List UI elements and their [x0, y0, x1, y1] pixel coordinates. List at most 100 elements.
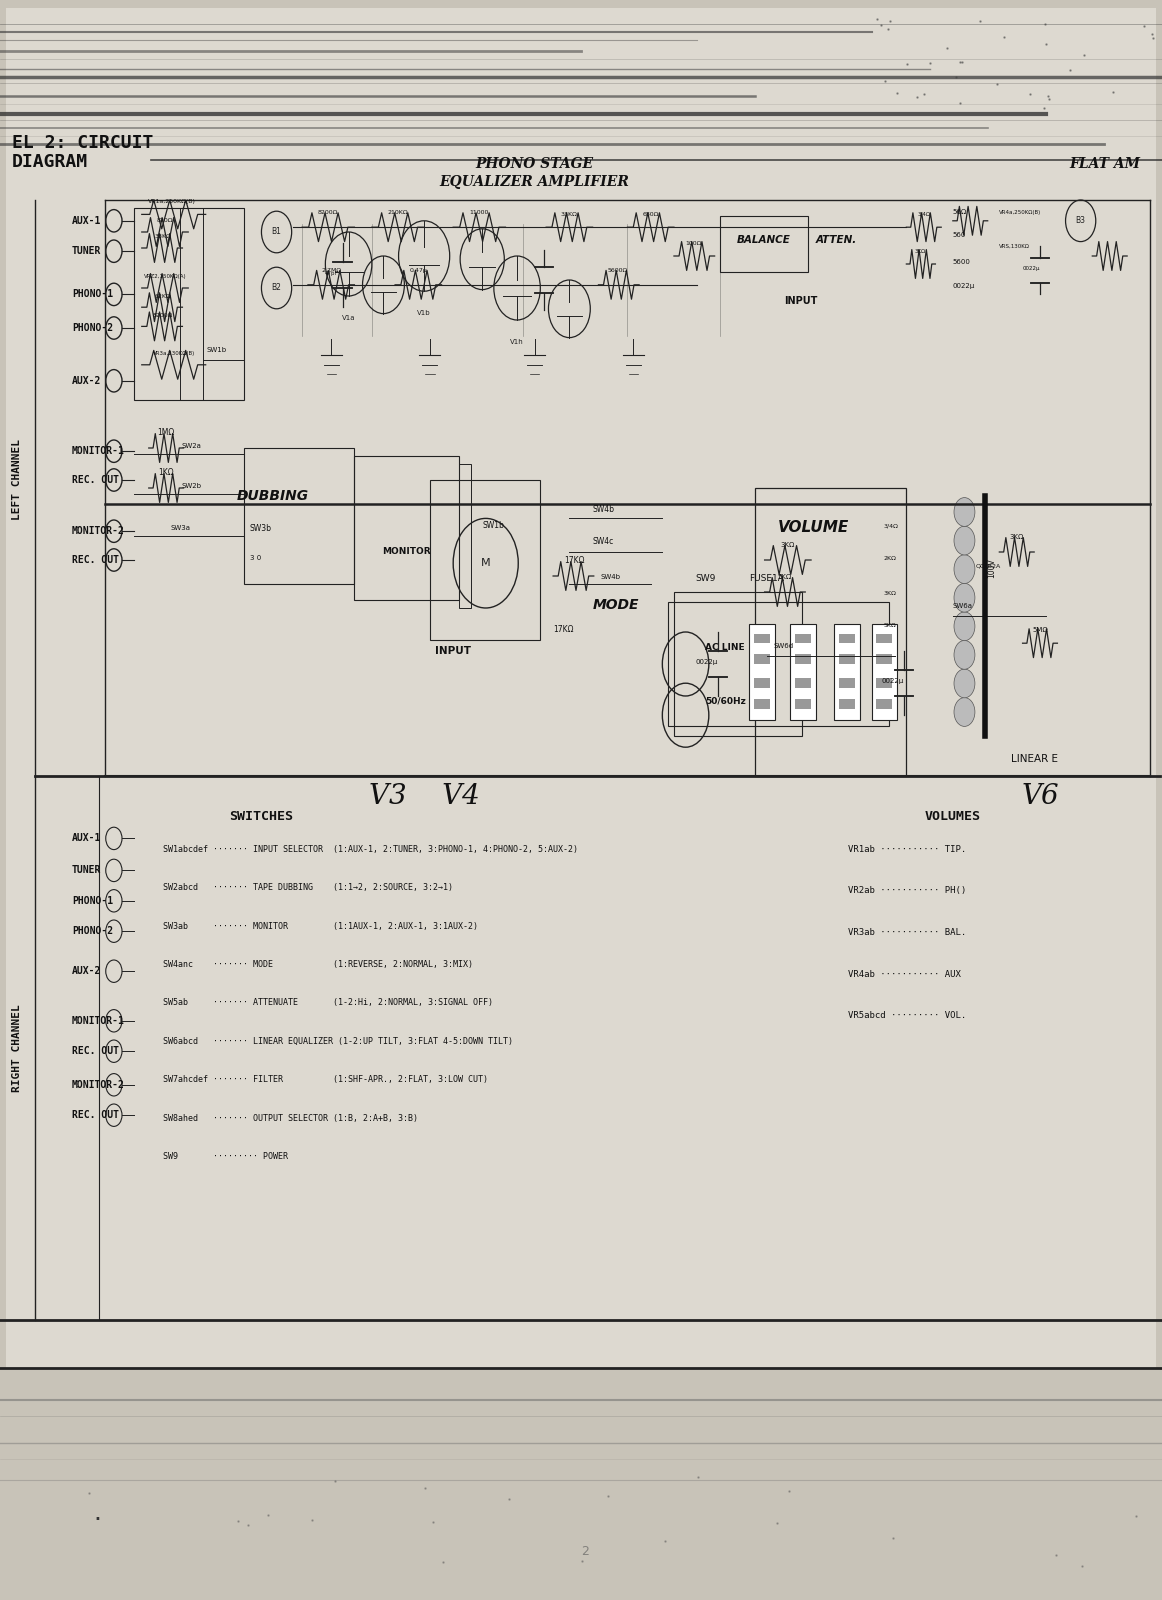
Text: B1: B1 [272, 227, 281, 237]
Text: M: M [481, 558, 490, 568]
Text: DUBBING: DUBBING [237, 490, 309, 502]
Text: SW3ab     ······· MONITOR         (1:1AUX-1, 2:AUX-1, 3:1AUX-2): SW3ab ······· MONITOR (1:1AUX-1, 2:AUX-1… [163, 922, 478, 931]
Text: 3KΩ: 3KΩ [781, 542, 795, 549]
Text: SW2abcd   ······· TAPE DUBBING    (1:1→2, 2:SOURCE, 3:2→1): SW2abcd ······· TAPE DUBBING (1:1→2, 2:S… [163, 883, 453, 893]
Text: AUX-2: AUX-2 [72, 966, 101, 976]
Text: SW7ahcdef ······· FILTER          (1:SHF-APR., 2:FLAT, 3:LOW CUT): SW7ahcdef ······· FILTER (1:SHF-APR., 2:… [163, 1075, 488, 1085]
Text: DIAGRAM: DIAGRAM [12, 154, 88, 171]
Text: RIGHT CHANNEL: RIGHT CHANNEL [13, 1005, 22, 1091]
Bar [790, 624, 816, 720]
Text: SW2a: SW2a [181, 443, 202, 450]
Text: Q00B2A: Q00B2A [976, 565, 1002, 570]
Text: PHONO STAGE: PHONO STAGE [475, 157, 594, 171]
Text: SW4b: SW4b [593, 506, 615, 514]
Bar [839, 699, 855, 709]
Text: V6: V6 [1021, 784, 1059, 810]
Text: EL 2: CIRCUIT: EL 2: CIRCUIT [12, 134, 153, 152]
Bar [795, 678, 811, 688]
Text: MONITOR-1: MONITOR-1 [72, 446, 125, 456]
Text: AC LINE: AC LINE [705, 643, 745, 651]
Bar [754, 678, 770, 688]
Text: LEFT CHANNEL: LEFT CHANNEL [13, 440, 22, 520]
Text: 3KΩ: 3KΩ [914, 248, 926, 254]
Text: VR3ab ··········· BAL.: VR3ab ··········· BAL. [848, 928, 967, 938]
Text: VRZ2,150KΩ(A): VRZ2,150KΩ(A) [144, 275, 186, 280]
Circle shape [954, 584, 975, 613]
Text: SW9: SW9 [695, 574, 716, 582]
Text: 17KΩ: 17KΩ [553, 626, 574, 634]
Text: LINEAR E: LINEAR E [1011, 754, 1057, 763]
Text: SW8ahed   ······· OUTPUT SELECTOR (1:B, 2:A+B, 3:B): SW8ahed ······· OUTPUT SELECTOR (1:B, 2:… [163, 1114, 417, 1123]
Text: 2.7MΩ: 2.7MΩ [321, 267, 342, 274]
Text: PHONO-2: PHONO-2 [72, 323, 113, 333]
Text: 0022μ: 0022μ [881, 678, 904, 685]
Text: SWITCHES: SWITCHES [229, 810, 294, 822]
Text: REC. OUT: REC. OUT [72, 555, 119, 565]
Bar [668, 602, 889, 726]
Text: SW1abcdef ······· INPUT SELECTOR  (1:AUX-1, 2:TUNER, 3:PHONO-1, 4:PHONO-2, 5:AUX: SW1abcdef ······· INPUT SELECTOR (1:AUX-… [163, 845, 578, 854]
Text: 100Ω: 100Ω [686, 240, 702, 246]
Bar [795, 634, 811, 643]
Text: FUSE1A: FUSE1A [749, 574, 784, 582]
Circle shape [954, 611, 975, 640]
Text: 820Ω: 820Ω [157, 219, 173, 224]
Text: ATTEN.: ATTEN. [816, 235, 858, 245]
Text: SW4anc    ······· MODE            (1:REVERSE, 2:NORMAL, 3:MIX): SW4anc ······· MODE (1:REVERSE, 2:NORMAL… [163, 960, 473, 970]
Text: VOLUME: VOLUME [777, 520, 849, 536]
Text: TUNER: TUNER [72, 866, 101, 875]
Bar [755, 488, 906, 776]
Circle shape [954, 526, 975, 555]
Text: MONITOR-2: MONITOR-2 [72, 526, 125, 536]
Text: 1KΩ: 1KΩ [158, 469, 174, 477]
Bar [674, 592, 802, 736]
Text: 33KΩ: 33KΩ [155, 235, 171, 240]
Text: 3 0: 3 0 [250, 555, 261, 562]
Text: VR1ab ··········· TIP.: VR1ab ··········· TIP. [848, 845, 967, 854]
Text: REC. OUT: REC. OUT [72, 1110, 119, 1120]
Text: BALANCE: BALANCE [737, 235, 790, 245]
Bar [754, 699, 770, 709]
Text: V3    V4: V3 V4 [368, 784, 480, 810]
Bar [839, 654, 855, 664]
Text: 0022μ: 0022μ [1023, 267, 1041, 272]
Text: SW3b: SW3b [250, 525, 272, 533]
Text: PHONO-1: PHONO-1 [72, 896, 113, 906]
Text: 2: 2 [581, 1546, 589, 1558]
Text: 8200Ω: 8200Ω [152, 314, 173, 318]
Bar [430, 480, 540, 640]
Text: MODE: MODE [593, 598, 639, 611]
Text: FLAT AM: FLAT AM [1069, 157, 1140, 171]
Text: SW1b: SW1b [207, 347, 227, 354]
Text: VOLUMES: VOLUMES [925, 810, 981, 822]
Text: B2: B2 [272, 283, 281, 293]
Bar [134, 208, 244, 400]
Bar [839, 678, 855, 688]
Circle shape [954, 640, 975, 669]
Text: 2KΩ: 2KΩ [883, 557, 896, 562]
Text: VR4a,250KΩ(B): VR4a,250KΩ(B) [999, 211, 1041, 216]
Text: VR1a,250KΩ(B): VR1a,250KΩ(B) [148, 200, 196, 205]
Circle shape [954, 698, 975, 726]
Text: 210KΩ: 210KΩ [387, 211, 408, 216]
Text: 100V: 100V [988, 558, 997, 578]
Text: MONITOR-2: MONITOR-2 [72, 1080, 125, 1090]
Text: PHONO-1: PHONO-1 [72, 290, 113, 299]
Text: 11000: 11000 [469, 211, 488, 216]
Text: 8200Ω: 8200Ω [317, 211, 338, 216]
Bar [459, 464, 471, 608]
Text: INPUT: INPUT [784, 296, 818, 306]
Text: 5KΩ: 5KΩ [777, 574, 791, 581]
Text: VRS,130KΩ: VRS,130KΩ [999, 243, 1031, 250]
Bar [876, 634, 892, 643]
Text: SW1b: SW1b [482, 522, 504, 530]
Circle shape [954, 555, 975, 584]
Text: .: . [93, 1501, 101, 1525]
Text: 47pF: 47pF [324, 270, 338, 277]
Text: 3/4Ω: 3/4Ω [883, 525, 898, 530]
Text: 0.47μ: 0.47μ [409, 267, 428, 274]
Text: V1b: V1b [417, 310, 431, 317]
Bar [795, 654, 811, 664]
Text: SW6a: SW6a [953, 603, 973, 610]
Text: VR5abcd ········· VOL.: VR5abcd ········· VOL. [848, 1011, 967, 1021]
Bar [720, 216, 808, 272]
